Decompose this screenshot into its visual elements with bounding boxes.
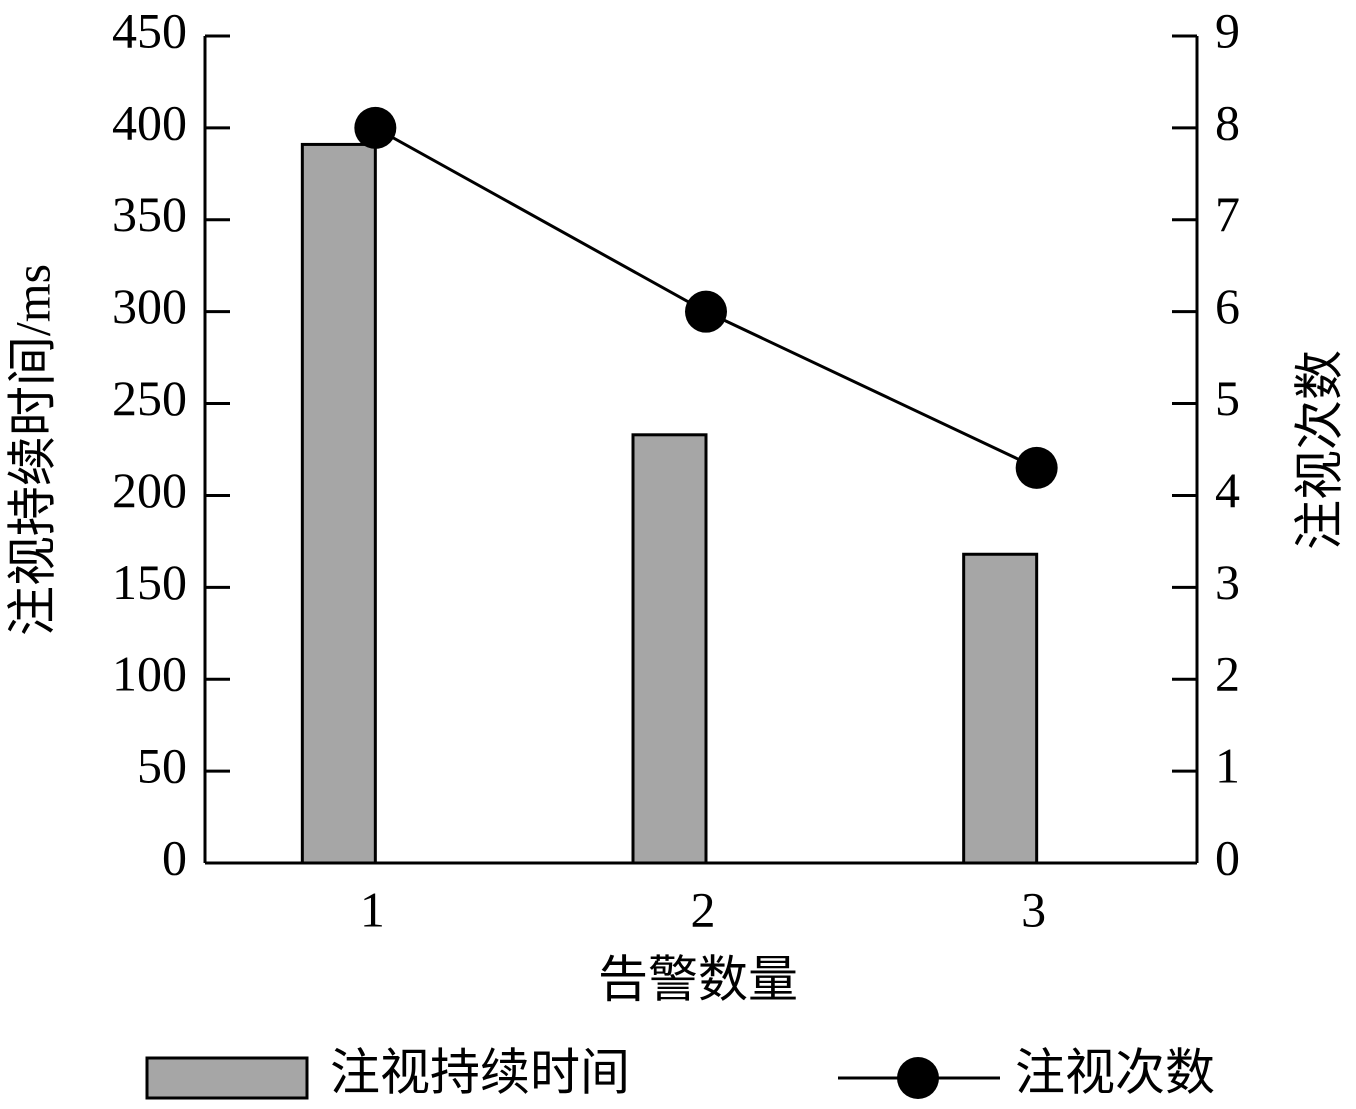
y-tick-label: 0	[162, 829, 187, 885]
bar	[962, 552, 1039, 865]
legend-marker	[897, 1057, 939, 1099]
y2-tick-label: 0	[1215, 829, 1240, 885]
y2-tick-label: 8	[1215, 94, 1240, 150]
y-tick-label: 100	[112, 646, 187, 702]
y2-tick-label: 4	[1215, 462, 1240, 518]
legend-label: 注视次数	[1015, 1044, 1215, 1100]
y-axis-label: 注视持续时间/ms	[4, 264, 60, 636]
y-tick-label: 350	[112, 186, 187, 242]
bar	[631, 433, 708, 865]
y2-tick-label: 1	[1215, 738, 1240, 794]
x-tick-label: 1	[360, 881, 385, 937]
y-tick-label: 250	[112, 370, 187, 426]
y2-axis-label: 注视次数	[1291, 350, 1347, 550]
marker	[1015, 446, 1058, 489]
y-tick-label: 400	[112, 94, 187, 150]
bar	[300, 142, 377, 865]
y-tick-label: 50	[137, 738, 187, 794]
y2-tick-label: 3	[1215, 554, 1240, 610]
y2-tick-label: 6	[1215, 278, 1240, 334]
y2-tick-label: 7	[1215, 186, 1240, 242]
legend-swatch	[145, 1056, 309, 1100]
y2-tick-label: 2	[1215, 646, 1240, 702]
marker	[685, 290, 727, 333]
y-tick-label: 450	[112, 2, 187, 58]
y-tick-label: 300	[112, 278, 187, 334]
y-tick-label: 200	[112, 462, 187, 518]
marker	[354, 106, 397, 149]
y2-tick-label: 9	[1215, 2, 1240, 58]
x-axis-label: 告警数量	[598, 951, 798, 1007]
y-tick-label: 150	[112, 554, 187, 610]
y2-tick-label: 5	[1215, 370, 1240, 426]
x-tick-label: 2	[691, 881, 716, 937]
x-tick-label: 3	[1021, 881, 1046, 937]
legend-label: 注视持续时间	[330, 1044, 630, 1100]
